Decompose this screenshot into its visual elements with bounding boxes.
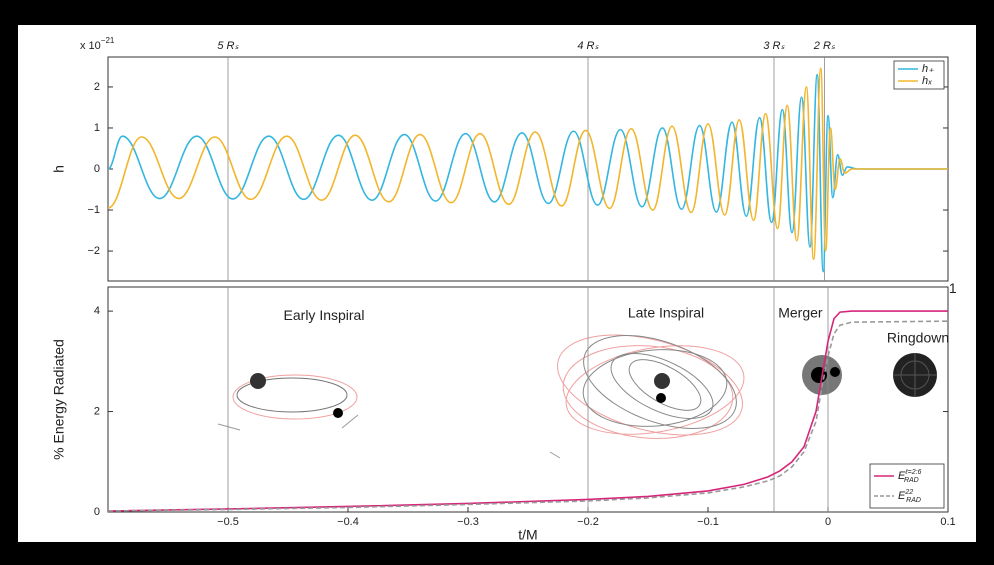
x-tick-label: −0.3 xyxy=(457,516,479,528)
early-inspiral-illustration xyxy=(217,373,359,431)
legend-label: h₊ xyxy=(922,63,934,75)
legend-label: Eℓ=2:6 RAD xyxy=(898,469,922,484)
legend-name: hₓ xyxy=(922,75,932,87)
y-tick-label: 2 xyxy=(94,405,100,417)
series-line xyxy=(107,73,948,273)
legend-label: hₓ xyxy=(922,75,932,87)
canvas xyxy=(18,25,976,542)
y-tick-label: 4 xyxy=(94,305,100,317)
phase-annotation: 1 xyxy=(949,280,957,296)
radius-marker-label: 5 Rₛ xyxy=(217,40,239,52)
y-tick-label: −1 xyxy=(87,204,100,216)
phase-annotation: Ringdown xyxy=(887,329,949,345)
series-line xyxy=(107,310,948,512)
y-tick-label: −2 xyxy=(87,245,100,257)
x-tick-label: 0.1 xyxy=(940,516,955,528)
phase-annotation: Early Inspiral xyxy=(284,307,365,323)
x-tick-label: 0 xyxy=(825,516,831,528)
x-tick-label: −0.4 xyxy=(337,516,359,528)
legend-label: E22 RAD xyxy=(898,489,921,504)
legend-box xyxy=(869,463,945,509)
ringdown-illustration xyxy=(893,353,937,397)
x-tick-label: −0.5 xyxy=(217,516,239,528)
legend-name: E xyxy=(898,470,906,482)
x-tick-label: −0.1 xyxy=(697,516,719,528)
x-axis-label: t/M xyxy=(518,527,537,543)
legend-subscript: RAD xyxy=(904,477,919,484)
y-tick-label: 0 xyxy=(94,163,100,175)
plot-frame xyxy=(107,286,949,513)
legend-superscript: 22 xyxy=(904,489,913,496)
y-tick-label: 0 xyxy=(94,506,100,518)
series-line xyxy=(107,320,949,512)
phase-annotation: Late Inspiral xyxy=(628,304,704,320)
y-scale-base: x 10 xyxy=(80,40,101,52)
x-tick-label: −0.2 xyxy=(577,516,599,528)
y-scale-exponent: −21 xyxy=(101,36,115,45)
phase-annotation: Merger xyxy=(778,304,823,320)
radius-marker-label: 2 Rₛ xyxy=(813,40,836,52)
y-scale-label: x 10−21 xyxy=(80,36,115,52)
legend-name: h₊ xyxy=(922,63,934,75)
y-tick-label: 1 xyxy=(94,122,100,134)
legend-subscript: RAD xyxy=(906,497,921,504)
series-line xyxy=(107,67,948,261)
legend-box xyxy=(893,60,945,90)
late-inspiral-illustration xyxy=(549,334,745,459)
y-axis-label: % Energy Radiated xyxy=(51,339,67,460)
y-axis-label: h xyxy=(51,165,67,173)
y-tick-label: 2 xyxy=(94,81,100,93)
radius-marker-label: 3 Rₛ xyxy=(763,40,785,52)
legend-name: E xyxy=(898,490,906,502)
legend-superscript: ℓ=2:6 xyxy=(904,469,921,476)
radius-marker-label: 4 Rₛ xyxy=(577,40,599,52)
